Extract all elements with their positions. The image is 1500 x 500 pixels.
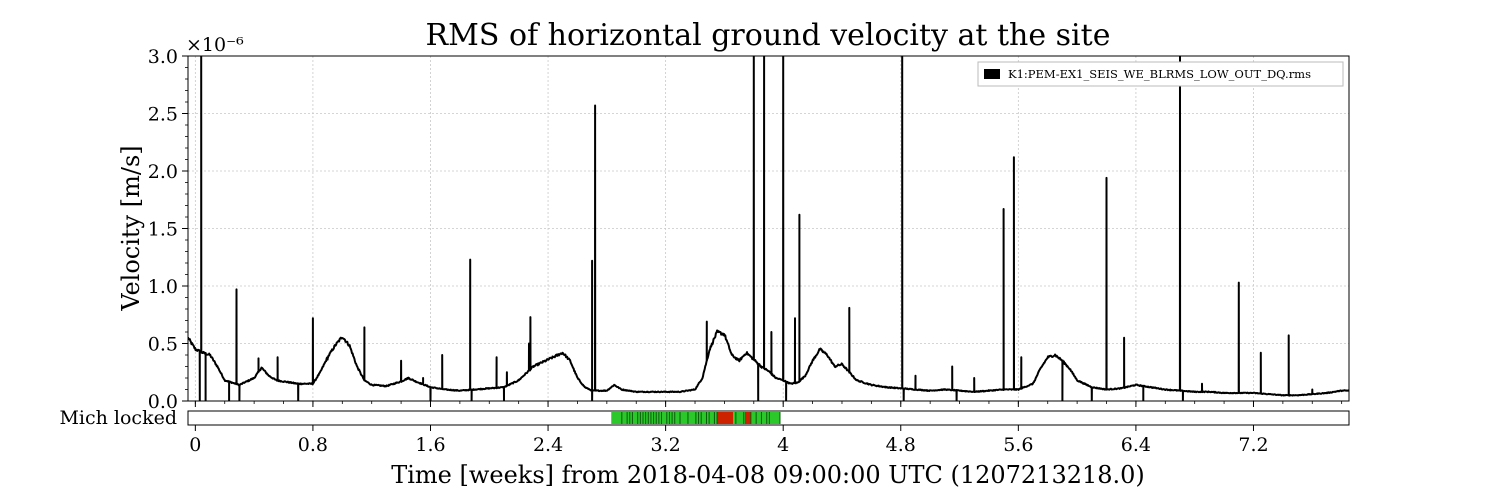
x-tick-label: 0 (189, 434, 201, 456)
y-tick-label: 0.5 (148, 334, 178, 356)
legend: K1:PEM-EX1_SEIS_WE_BLRMS_LOW_OUT_DQ.rms (977, 61, 1344, 87)
x-tick-label: 4 (777, 434, 789, 456)
state-segment-unlocked (717, 412, 734, 424)
x-axis-label: Time [weeks] from 2018-04-08 09:00:00 UT… (391, 461, 1145, 489)
x-tick-label: 5.6 (1003, 434, 1033, 456)
y-multiplier-label: ×10⁻⁶ (186, 34, 244, 56)
x-tick-label: 4.8 (886, 434, 916, 456)
x-tick-label: 1.6 (415, 434, 445, 456)
y-tick-label: 0.0 (148, 391, 178, 413)
x-tick-label: 6.4 (1121, 434, 1151, 456)
x-tick-label: 7.2 (1238, 434, 1268, 456)
state-segment-unlocked (744, 412, 751, 424)
state-segment-locked (733, 412, 745, 424)
legend-swatch (984, 69, 1000, 79)
series-line (188, 56, 1349, 401)
state-segment-locked (750, 412, 781, 424)
y-tick-label: 2.5 (148, 104, 178, 126)
state-bar (611, 412, 781, 424)
y-tick-label: 2.0 (148, 161, 178, 183)
x-axis-ticks: 0 0.8 1.6 2.4 3.2 4 4.8 5.6 6.4 7.2 (189, 401, 1343, 456)
grid (188, 55, 1349, 402)
y-tick-label: 3.0 (148, 46, 178, 68)
y-axis-ticks: 0.0 0.5 1.0 1.5 2.0 2.5 3.0 (148, 46, 188, 413)
legend-entry: K1:PEM-EX1_SEIS_WE_BLRMS_LOW_OUT_DQ.rms (1008, 67, 1311, 81)
x-tick-label: 3.2 (651, 434, 681, 456)
y-tick-label: 1.0 (148, 276, 178, 298)
legend-frame (977, 61, 1344, 87)
x-tick-label: 0.8 (298, 434, 328, 456)
chart-title: RMS of horizontal ground velocity at the… (426, 18, 1111, 53)
state-bar-label: Mich locked (59, 407, 177, 429)
x-tick-label: 2.4 (533, 434, 563, 456)
y-axis-label: Velocity [m/s] (117, 145, 145, 311)
data-series (188, 56, 1349, 401)
y-tick-label: 1.5 (148, 219, 178, 241)
